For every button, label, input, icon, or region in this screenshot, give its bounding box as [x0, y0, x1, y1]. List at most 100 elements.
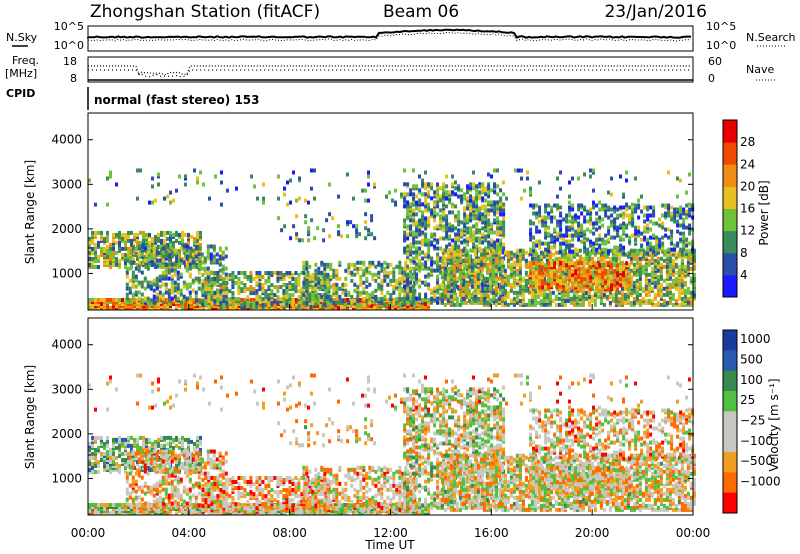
power-cell — [521, 252, 525, 257]
power-cell — [562, 261, 566, 266]
power-cell — [652, 249, 656, 254]
power-cell — [225, 301, 229, 306]
power-cell — [146, 296, 150, 301]
power-cell — [452, 294, 456, 299]
power-cell — [571, 273, 575, 278]
power-cell — [592, 249, 596, 254]
power-cell — [389, 278, 393, 283]
power-cell — [473, 270, 477, 275]
power-cell — [433, 226, 437, 231]
power-cell — [276, 285, 280, 290]
power-cell — [329, 266, 333, 271]
power-cell — [635, 260, 639, 265]
power-cell — [164, 268, 168, 273]
power-cell — [605, 278, 609, 283]
power-cell — [137, 290, 141, 295]
power-cell — [556, 275, 560, 280]
power-cell — [592, 279, 596, 284]
power-cell — [584, 266, 588, 271]
power-cell — [455, 262, 459, 267]
power-cell — [463, 266, 467, 271]
power-cell — [386, 270, 390, 275]
power-cell — [604, 275, 608, 280]
power-cell — [194, 298, 198, 303]
power-cell — [557, 256, 561, 261]
power-cell — [97, 265, 100, 269]
power-cell — [415, 184, 419, 189]
power-cell — [671, 296, 675, 301]
power-cell — [598, 237, 602, 242]
power-cell — [386, 282, 390, 287]
power-cell — [140, 270, 144, 275]
power-cell — [562, 233, 566, 238]
power-cell — [466, 214, 470, 219]
power-cell — [662, 252, 666, 257]
power-cell — [559, 223, 563, 228]
power-cell — [616, 207, 620, 212]
power-cell — [571, 215, 575, 220]
power-cell — [617, 252, 621, 257]
power-cell — [632, 288, 636, 293]
power-cell — [133, 232, 136, 237]
power-cell — [545, 258, 549, 263]
power-cell — [664, 211, 668, 216]
power-cell — [404, 260, 408, 265]
power-cell — [347, 262, 351, 267]
power-cell — [671, 282, 675, 287]
power-cell — [206, 244, 210, 249]
power-cell — [641, 296, 645, 301]
power-cell — [151, 236, 154, 241]
power-cell — [646, 223, 650, 228]
power-cell — [314, 292, 318, 297]
power-cell — [484, 220, 488, 225]
power-cell — [671, 302, 675, 307]
power-cell — [196, 238, 199, 243]
power-cell — [484, 246, 488, 251]
power-cell — [646, 217, 650, 222]
power-cell — [521, 284, 525, 289]
power-cell — [228, 297, 232, 302]
power-cell — [556, 261, 560, 266]
power-cell — [595, 281, 599, 286]
power-cell — [374, 294, 378, 299]
power-cell — [535, 261, 539, 266]
power-cell — [461, 274, 465, 279]
power-cell — [137, 252, 141, 257]
power-cell — [662, 292, 666, 297]
power-cell — [601, 223, 605, 228]
power-cell — [619, 223, 623, 228]
power-cell — [613, 225, 617, 230]
power-cell — [595, 217, 599, 222]
power-cell — [475, 222, 479, 227]
power-cell — [106, 244, 109, 249]
power-cell — [442, 200, 446, 205]
power-cell — [421, 280, 425, 285]
power-cell — [362, 286, 366, 291]
power-cell — [443, 256, 447, 261]
power-cell — [170, 268, 174, 273]
power-cell — [553, 227, 557, 232]
power-cell — [509, 256, 513, 261]
power-cell — [607, 269, 611, 274]
power-cell — [619, 277, 623, 282]
power-cell — [267, 303, 271, 308]
power-cell — [596, 256, 600, 261]
power-cell — [112, 232, 115, 237]
power-cell — [427, 220, 431, 225]
power-cell — [302, 292, 306, 297]
power-cell — [209, 260, 213, 265]
freq-panel-frame — [87, 56, 694, 83]
power-cell — [121, 236, 124, 241]
power-cell — [686, 286, 690, 291]
power-cell — [665, 264, 669, 269]
power-cell — [665, 256, 669, 261]
noise-tick-low-left: 10^0 — [54, 39, 84, 52]
power-cell — [499, 230, 503, 235]
power-cell — [595, 227, 599, 232]
power-cell — [494, 286, 498, 291]
power-cell — [587, 292, 591, 297]
power-cell — [647, 292, 651, 297]
power-cell — [562, 275, 566, 280]
power-cell — [161, 296, 165, 301]
power-cell — [616, 225, 620, 230]
